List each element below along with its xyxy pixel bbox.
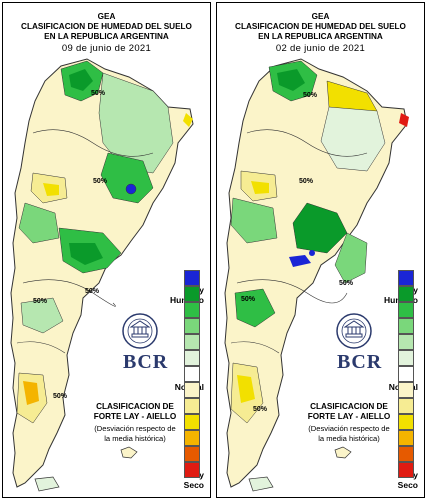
legend-swatch <box>184 366 200 382</box>
very-humid-spot <box>125 183 137 195</box>
contour-line <box>16 341 66 354</box>
header-subtitle: EN LA REPUBLICA ARGENTINA <box>44 32 169 41</box>
dry-zone-patagonia-core <box>237 375 255 403</box>
header-subtitle: EN LA REPUBLICA ARGENTINA <box>258 32 383 41</box>
legend-scale <box>184 270 204 478</box>
humid-zone-south <box>234 288 276 328</box>
legend-swatch <box>184 318 200 334</box>
very-humid-spot <box>309 250 315 256</box>
legend-swatch <box>398 430 414 446</box>
contour-label: 50% <box>339 280 354 287</box>
legend-swatch <box>184 446 200 462</box>
contour-label: 50% <box>303 92 318 99</box>
legend-swatch <box>398 414 414 430</box>
caption-line4: la media histórica) <box>104 434 166 443</box>
misiones-very-dry <box>399 113 409 127</box>
legend-swatch <box>184 382 200 398</box>
tierra-del-fuego <box>34 476 60 492</box>
caption-line2: FORTE LAY - AIELLO <box>93 412 177 421</box>
map-date: 09 de junio de 2021 <box>61 43 152 54</box>
bcr-seal-icon <box>336 313 372 349</box>
header-title: CLASIFICACION DE HUMEDAD DEL SUELO <box>235 22 406 31</box>
humid-zone-north-core <box>277 69 305 91</box>
legend-swatch <box>184 430 200 446</box>
legend-swatch <box>398 366 414 382</box>
caption-line1: CLASIFICACION DE <box>96 402 174 411</box>
map-date: 02 de junio de 2021 <box>275 43 366 54</box>
legend-swatch <box>184 270 200 286</box>
legend-swatch <box>398 382 414 398</box>
legend-bottom-label-2: Seco <box>397 480 418 490</box>
legend-swatch <box>184 302 200 318</box>
legend-swatch <box>398 286 414 302</box>
bcr-logo-text: BCR <box>123 351 169 373</box>
caption-line3: (Desviación respecto de <box>308 424 390 433</box>
contour-label: 50% <box>53 393 68 400</box>
map-panel-2021-06-09: GEA CLASIFICACION DE HUMEDAD DEL SUELO E… <box>2 2 211 498</box>
very-humid-spot <box>289 255 311 267</box>
contour-label: 50% <box>91 90 106 97</box>
legend-swatch <box>184 414 200 430</box>
contour-label: 50% <box>241 296 256 303</box>
tierra-del-fuego <box>248 476 274 492</box>
normal-zone-ne <box>320 106 386 172</box>
caption-line3: (Desviación respecto de <box>94 424 176 433</box>
humid-zone-west <box>18 202 60 244</box>
humid-zone-south <box>20 297 64 334</box>
malvinas-islands <box>334 446 352 459</box>
bcr-seal-icon <box>122 313 158 349</box>
contour-label: 50% <box>85 288 100 295</box>
contour-line <box>22 279 116 307</box>
contour-label: 50% <box>93 178 108 185</box>
contour-line <box>230 341 280 354</box>
argentina-soil-moisture-map: 50% 50% 50% 50% 50% <box>224 58 409 492</box>
legend-bottom-label-2: Seco <box>183 480 204 490</box>
header-gea: GEA <box>311 12 330 21</box>
legend-swatch <box>184 398 200 414</box>
legend-swatch <box>398 350 414 366</box>
caption-line4: la media histórica) <box>318 434 380 443</box>
humid-zone-pampa-core <box>69 243 103 265</box>
humid-zone-west <box>230 197 278 244</box>
dry-zone-cuyo-core <box>43 183 59 196</box>
contour-label: 50% <box>33 298 48 305</box>
argentina-soil-moisture-map: 50% 50% 50% 50% 50% <box>10 58 194 492</box>
legend-scale <box>398 270 418 478</box>
map-panel-2021-06-02: GEA CLASIFICACION DE HUMEDAD DEL SUELO E… <box>216 2 425 498</box>
contour-label: 50% <box>253 406 268 413</box>
malvinas-islands <box>120 446 138 459</box>
caption-line2: FORTE LAY - AIELLO <box>307 412 391 421</box>
legend-swatch <box>184 334 200 350</box>
misiones-dry <box>183 113 193 127</box>
legend-swatch <box>398 334 414 350</box>
legend-swatch <box>398 318 414 334</box>
humid-zone-north-core <box>69 69 93 91</box>
normal-zone-ne <box>98 72 174 174</box>
legend-swatch <box>398 398 414 414</box>
caption-line1: CLASIFICACION DE <box>310 402 388 411</box>
legend-swatch <box>184 286 200 302</box>
contour-line <box>236 279 348 304</box>
contour-label: 50% <box>299 178 314 185</box>
legend-swatch <box>398 446 414 462</box>
bcr-logo-text: BCR <box>337 351 383 373</box>
legend-swatch <box>398 270 414 286</box>
header-title: CLASIFICACION DE HUMEDAD DEL SUELO <box>21 22 192 31</box>
contour-line <box>32 129 154 157</box>
humid-zone-center <box>292 202 348 254</box>
dry-zone-patagonia-core <box>23 381 39 405</box>
legend-swatch <box>184 462 200 478</box>
humid-zone-pampa-east <box>334 232 368 284</box>
contour-line <box>246 129 368 157</box>
legend-swatch <box>184 350 200 366</box>
dry-zone-cuyo-core <box>251 181 269 194</box>
legend-swatch <box>398 462 414 478</box>
legend-swatch <box>398 302 414 318</box>
header-gea: GEA <box>97 12 116 21</box>
humid-zone-center <box>100 152 154 204</box>
